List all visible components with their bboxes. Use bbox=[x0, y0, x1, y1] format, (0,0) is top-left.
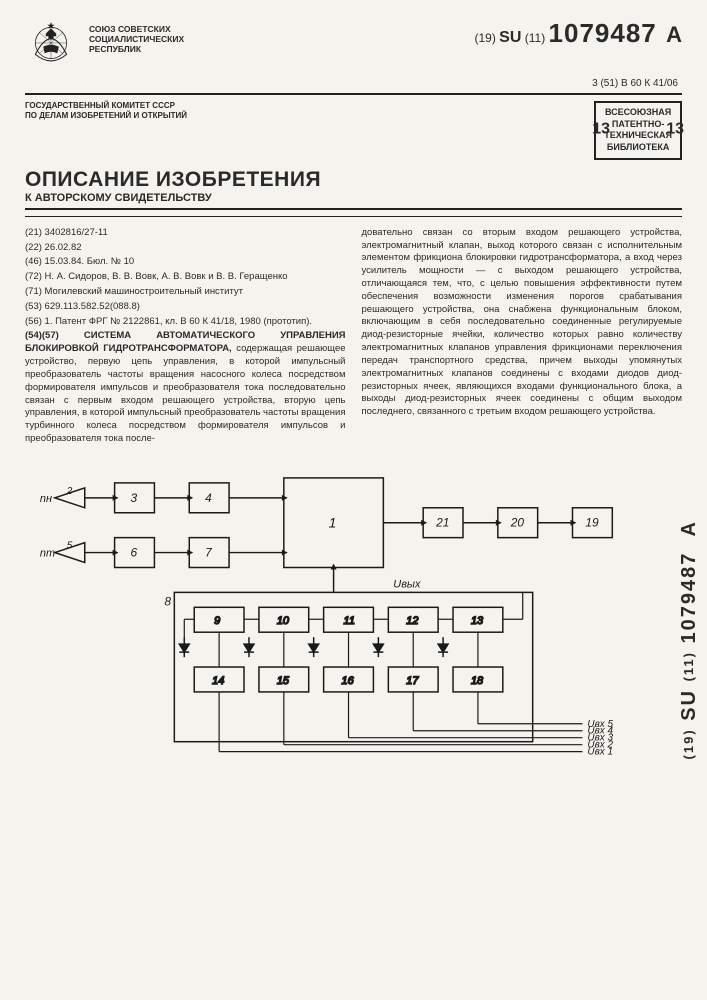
svg-text:3: 3 bbox=[131, 491, 138, 505]
svg-text:4: 4 bbox=[205, 491, 212, 505]
field-46: (46) 15.03.84. Бюл. № 10 bbox=[25, 256, 346, 269]
svg-text:16: 16 bbox=[342, 675, 355, 687]
side-kind: A bbox=[678, 520, 700, 536]
library-stamp: ВСЕСОЮЗНАЯ ПАТЕНТНО- ТЕХНИЧЕСКАЯ БИБЛИОТ… bbox=[594, 101, 682, 160]
svg-text:1: 1 bbox=[329, 514, 337, 530]
svg-text:nн: nн bbox=[40, 493, 52, 505]
left-column: (21) 3402816/27-11 (22) 26.02.82 (46) 15… bbox=[25, 227, 346, 448]
publication-number: (19) SU (11) 1079487 A bbox=[474, 18, 682, 49]
committee-name: ГОСУДАРСТВЕННЫЙ КОМИТЕТ СССР ПО ДЕЛАМ ИЗ… bbox=[25, 101, 187, 120]
field-72: (72) Н. А. Сидоров, В. В. Вовк, А. В. Во… bbox=[25, 271, 346, 284]
state-emblem bbox=[25, 18, 77, 70]
stamp-l1: ВСЕСОЮЗНАЯ bbox=[604, 107, 672, 119]
field-22: (22) 26.02.82 bbox=[25, 242, 346, 255]
field-21: (21) 3402816/27-11 bbox=[25, 227, 346, 240]
side-publication-number: (19) SU (11) 1079487 A bbox=[678, 520, 701, 759]
field-71: (71) Могилевский машиностроительный инст… bbox=[25, 286, 346, 299]
class-prefix: 3 (51) bbox=[592, 78, 618, 89]
committee-row: ГОСУДАРСТВЕННЫЙ КОМИТЕТ СССР ПО ДЕЛАМ ИЗ… bbox=[25, 101, 682, 160]
side-country: SU bbox=[678, 689, 700, 721]
abstract-left: (54)(57) СИСТЕМА АВТОМАТИЧЕСКОГО УПРАВЛЕ… bbox=[25, 330, 346, 445]
stamp-l3: ТЕХНИЧЕСКАЯ bbox=[604, 130, 672, 142]
svg-text:19: 19 bbox=[585, 515, 599, 529]
document-subtitle: К АВТОРСКОМУ СВИДЕТЕЛЬСТВУ bbox=[25, 192, 682, 204]
svg-text:8: 8 bbox=[164, 594, 171, 608]
svg-text:9: 9 bbox=[214, 615, 220, 627]
right-column: довательно связан со вторым входом решаю… bbox=[362, 227, 683, 448]
side-number: 1079487 bbox=[678, 552, 700, 644]
svg-text:2: 2 bbox=[66, 486, 73, 497]
svg-text:21: 21 bbox=[435, 515, 449, 529]
abstract-body-left: содержащая решающее устройство, первую ц… bbox=[25, 343, 346, 444]
svg-text:7: 7 bbox=[205, 545, 212, 559]
field-53: (53) 629.113.582.52(088.8) bbox=[25, 301, 346, 314]
union-name: СОЮЗ СОВЕТСКИХ СОЦИАЛИСТИЧЕСКИХ РЕСПУБЛИ… bbox=[89, 18, 184, 55]
svg-text:10: 10 bbox=[277, 615, 289, 627]
stamp-l4: БИБЛИОТЕКА bbox=[604, 142, 672, 154]
field-56: (56) 1. Патент ФРГ № 2122861, кл. В 60 К… bbox=[25, 316, 346, 329]
svg-text:15: 15 bbox=[277, 675, 290, 687]
svg-text:nт: nт bbox=[40, 547, 55, 559]
header-row: СОЮЗ СОВЕТСКИХ СОЦИАЛИСТИЧЕСКИХ РЕСПУБЛИ… bbox=[25, 18, 682, 70]
abstract-body-right: довательно связан со вторым входом решаю… bbox=[362, 227, 683, 419]
classification-line: 3 (51) В 60 К 41/06 bbox=[25, 78, 682, 89]
svg-text:17: 17 bbox=[406, 675, 419, 687]
svg-text:20: 20 bbox=[510, 515, 525, 529]
divider bbox=[25, 216, 682, 217]
side-sub: (11) bbox=[681, 651, 696, 681]
svg-text:12: 12 bbox=[406, 615, 418, 627]
svg-text:Uвх 1: Uвх 1 bbox=[587, 746, 613, 756]
divider bbox=[25, 93, 682, 95]
svg-text:6: 6 bbox=[131, 545, 138, 559]
svg-text:Uвых: Uвых bbox=[393, 578, 421, 590]
svg-text:5: 5 bbox=[67, 540, 73, 551]
svg-text:11: 11 bbox=[344, 615, 355, 627]
side-prefix: (19) bbox=[681, 728, 696, 759]
class-code: В 60 К 41/06 bbox=[621, 78, 678, 89]
pub-prefix: (19) bbox=[474, 31, 495, 45]
pub-sub: (11) bbox=[525, 31, 545, 45]
pub-kind: A bbox=[666, 22, 682, 47]
stamp-l2: ПАТЕНТНО- bbox=[604, 119, 672, 131]
svg-text:18: 18 bbox=[471, 675, 484, 687]
block-diagram: nн 2 3 4 1 nт 5 6 7 21 20 19 Uвых 8 9 bbox=[25, 458, 682, 757]
svg-text:14: 14 bbox=[212, 675, 224, 687]
document-title: ОПИСАНИЕ ИЗОБРЕТЕНИЯ bbox=[25, 168, 682, 192]
text-columns: (21) 3402816/27-11 (22) 26.02.82 (46) 15… bbox=[25, 227, 682, 448]
pub-country: SU bbox=[499, 29, 521, 46]
divider bbox=[25, 208, 682, 210]
pub-number-value: 1079487 bbox=[549, 18, 657, 48]
svg-text:13: 13 bbox=[471, 615, 483, 627]
